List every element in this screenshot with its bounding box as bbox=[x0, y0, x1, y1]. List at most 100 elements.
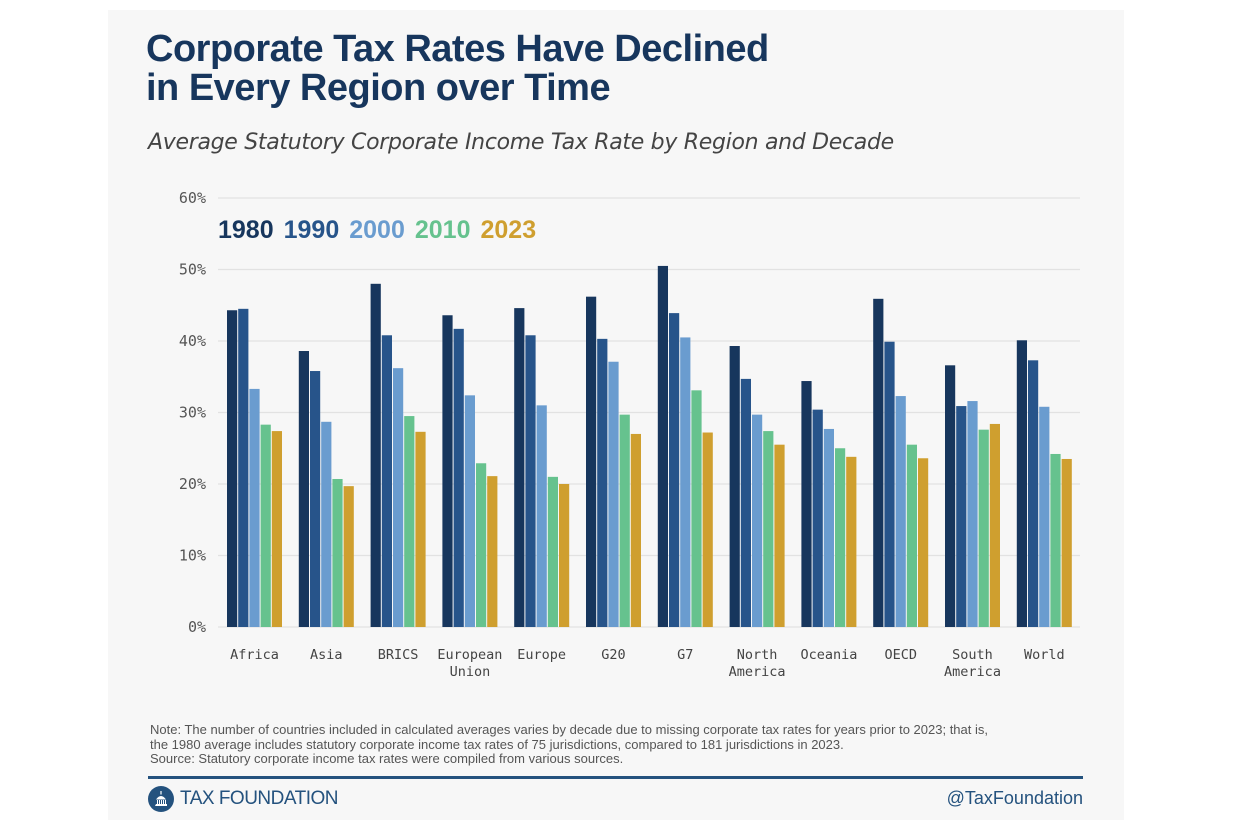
title-line-2: in Every Region over Time bbox=[146, 67, 611, 109]
legend-item-2010: 2010 bbox=[414, 216, 471, 244]
bar-1980 bbox=[873, 298, 884, 627]
bar-2023 bbox=[271, 431, 282, 627]
bar-1990 bbox=[453, 328, 464, 627]
y-tick-label: 20% bbox=[179, 475, 206, 493]
bar-1990 bbox=[956, 406, 967, 627]
x-category-label: North America bbox=[729, 647, 786, 680]
bar-2000 bbox=[393, 368, 404, 627]
bar-1980 bbox=[945, 365, 956, 627]
bar-1980 bbox=[1016, 340, 1027, 627]
bar-2023 bbox=[989, 423, 1000, 627]
bar-1990 bbox=[238, 308, 249, 627]
legend-item-2023: 2023 bbox=[480, 216, 537, 244]
bar-2000 bbox=[321, 421, 332, 627]
bar-1980 bbox=[586, 296, 597, 627]
legend-item-1990: 1990 bbox=[283, 216, 340, 244]
y-tick-label: 30% bbox=[179, 404, 206, 422]
bars bbox=[227, 265, 1072, 627]
bar-1990 bbox=[1028, 360, 1039, 627]
x-category-label: G7 bbox=[677, 647, 693, 663]
x-category-label: South America bbox=[944, 647, 1001, 680]
social-handle: @TaxFoundation bbox=[946, 788, 1083, 808]
x-category-label: European Union bbox=[437, 647, 502, 680]
capitol-dome-icon bbox=[148, 786, 174, 812]
bar-1980 bbox=[657, 265, 668, 627]
bar-2010 bbox=[763, 431, 774, 627]
x-category-label: Africa bbox=[230, 647, 279, 663]
x-axis-labels: Africa Asia BRICS European Union Europe G20 G7 N… bbox=[230, 647, 1065, 680]
bar-1980 bbox=[370, 283, 381, 627]
bar-1980 bbox=[801, 381, 812, 627]
y-tick-label: 0% bbox=[188, 618, 206, 636]
x-category-label: Europe bbox=[517, 647, 566, 663]
bar-1990 bbox=[597, 338, 608, 627]
bar-1990 bbox=[669, 313, 680, 627]
bar-2000 bbox=[823, 428, 834, 627]
bar-2010 bbox=[1050, 453, 1061, 627]
y-tick-label: 10% bbox=[179, 547, 206, 565]
bar-2000 bbox=[752, 414, 763, 627]
y-tick-label: 50% bbox=[179, 261, 206, 279]
bar-1990 bbox=[381, 335, 392, 627]
tax-foundation-logo: TAX FOUNDATION bbox=[148, 786, 339, 812]
x-category-label: G20 bbox=[601, 647, 625, 663]
bar-1990 bbox=[740, 378, 751, 627]
legend-item-1980: 1980 bbox=[218, 216, 274, 244]
bar-1990 bbox=[525, 335, 536, 627]
bar-1990 bbox=[884, 341, 895, 627]
bar-2010 bbox=[691, 390, 702, 627]
bar-2000 bbox=[967, 401, 978, 627]
source-line: Source: Statutory corporate income tax r… bbox=[150, 751, 624, 766]
bar-2000 bbox=[608, 361, 619, 627]
x-category-label: BRICS bbox=[378, 647, 419, 663]
bar-2023 bbox=[559, 484, 570, 627]
bar-2023 bbox=[1061, 458, 1072, 627]
y-tick-label: 40% bbox=[179, 332, 206, 350]
x-category-label: Asia bbox=[310, 647, 343, 663]
bar-2023 bbox=[846, 456, 857, 627]
bar-2010 bbox=[332, 478, 343, 627]
legend: 1980 1990 2000 2010 2023 bbox=[218, 216, 536, 245]
bar-2000 bbox=[536, 405, 547, 627]
bar-2010 bbox=[260, 424, 271, 627]
bar-2010 bbox=[619, 414, 630, 627]
y-tick-label: 60% bbox=[179, 189, 206, 207]
bar-2010 bbox=[476, 463, 487, 627]
brand-name: TAX FOUNDATION bbox=[180, 788, 339, 809]
bar-1980 bbox=[514, 308, 525, 627]
bar-1980 bbox=[442, 315, 453, 627]
bar-2023 bbox=[630, 433, 641, 627]
y-axis-ticks: 0% 10% 20% 30% 40% 50% 60% bbox=[179, 189, 206, 636]
bar-2000 bbox=[680, 337, 691, 627]
bar-2000 bbox=[895, 396, 906, 627]
x-category-label: OECD bbox=[884, 647, 917, 663]
bar-chart: 0% 10% 20% 30% 40% 50% 60% Africa Asia BRICS Euro… bbox=[179, 189, 1080, 680]
title-line-1: Corporate Tax Rates Have Declined bbox=[146, 28, 769, 70]
bar-2000 bbox=[464, 395, 475, 627]
x-category-label: World bbox=[1024, 647, 1065, 663]
bar-2000 bbox=[249, 388, 260, 627]
bar-2010 bbox=[978, 429, 989, 627]
x-category-label: Oceania bbox=[800, 647, 857, 663]
chart-subtitle: Average Statutory Corporate Income Tax R… bbox=[148, 130, 894, 155]
bar-1980 bbox=[729, 346, 740, 627]
bar-2023 bbox=[487, 476, 498, 627]
footer-divider bbox=[148, 776, 1083, 779]
bar-2023 bbox=[918, 458, 929, 627]
bar-1990 bbox=[310, 371, 321, 627]
gridlines bbox=[218, 197, 1080, 628]
chart-title: Corporate Tax Rates Have Declined in Eve… bbox=[146, 30, 769, 108]
note-line-1: Note: The number of countries included i… bbox=[150, 722, 988, 737]
bar-2010 bbox=[906, 444, 917, 627]
footnote: Note: The number of countries included i… bbox=[150, 722, 1100, 767]
note-line-2: the 1980 average includes statutory corp… bbox=[150, 736, 844, 752]
bar-2023 bbox=[774, 444, 785, 627]
bar-1990 bbox=[812, 409, 823, 627]
bar-2010 bbox=[404, 416, 415, 627]
bar-1980 bbox=[227, 310, 238, 627]
bar-1980 bbox=[298, 351, 309, 627]
legend-item-2000: 2000 bbox=[349, 216, 405, 244]
bar-2023 bbox=[343, 486, 354, 627]
bar-2010 bbox=[547, 476, 558, 627]
bar-2000 bbox=[1039, 406, 1050, 627]
